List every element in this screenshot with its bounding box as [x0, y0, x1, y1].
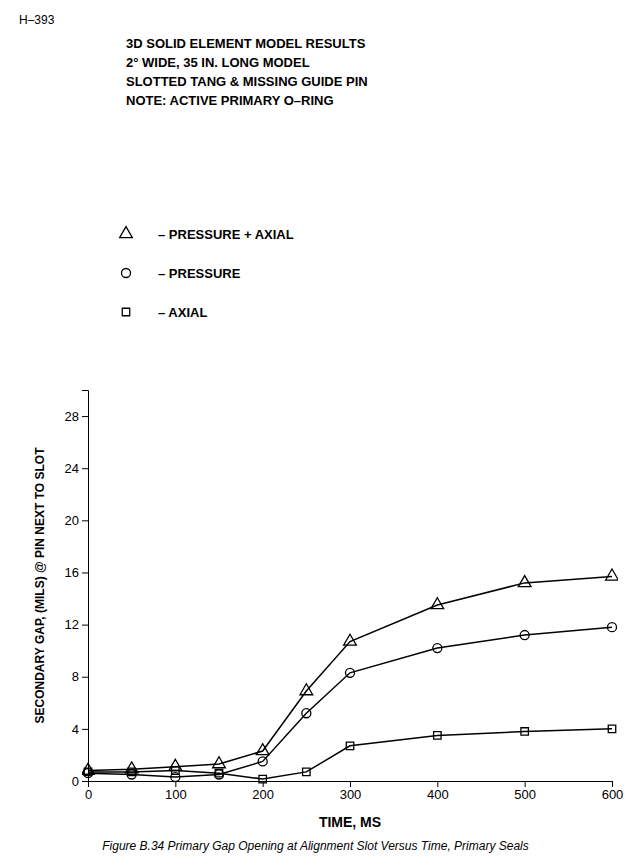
tick: 100 — [165, 781, 187, 802]
point-marker — [344, 634, 357, 645]
y-axis-title: SECONDARY GAP, (MILS) @ PIN NEXT TO SLOT — [33, 447, 47, 724]
tick-label: 16 — [65, 565, 79, 580]
point-marker — [431, 598, 444, 609]
tick-mark — [82, 416, 88, 417]
axis-line — [89, 782, 613, 788]
legend: – PRESSURE + AXIAL – PRESSURE – AXIAL — [120, 227, 294, 320]
point-marker — [521, 728, 528, 735]
point-marker — [258, 757, 267, 766]
axis-line — [82, 391, 89, 782]
tick-label: 8 — [72, 669, 79, 684]
tick: 4 — [72, 722, 88, 737]
tick-mark — [82, 781, 88, 782]
tick-label: 0 — [72, 774, 79, 789]
tick-mark — [437, 781, 438, 787]
tick-label: 20 — [65, 513, 79, 528]
title-line: SLOTTED TANG & MISSING GUIDE PIN — [126, 74, 368, 89]
point-marker — [259, 775, 266, 782]
tick-mark — [82, 625, 88, 626]
series-line — [88, 627, 612, 777]
tick: 300 — [340, 781, 362, 802]
caption: Figure B.34 Primary Gap Opening at Align… — [102, 839, 529, 853]
point-marker — [125, 762, 138, 773]
point-marker — [128, 768, 135, 775]
point-marker — [169, 759, 182, 770]
title: 3D SOLID ELEMENT MODEL RESULTS 2° WIDE, 3… — [126, 36, 368, 108]
point-marker — [518, 576, 531, 587]
lines — [88, 576, 612, 779]
legend-label: – PRESSURE + AXIAL — [158, 227, 294, 242]
y-axis: 0 4 8 12 16 20 24 28 — [65, 391, 89, 789]
tick: 600 — [602, 781, 624, 802]
point-marker — [213, 757, 226, 768]
legend-marker — [120, 227, 133, 238]
point-marker — [520, 631, 529, 640]
legend-marker — [122, 308, 129, 315]
tick-label: 300 — [340, 787, 362, 802]
tick-label: 0 — [85, 787, 92, 802]
tick-label: 100 — [165, 787, 187, 802]
tick-mark — [82, 572, 88, 573]
tick-mark — [263, 781, 264, 787]
legend-label: – AXIAL — [158, 305, 207, 320]
point-marker — [607, 623, 616, 632]
tick-label: 200 — [252, 787, 274, 802]
tick-label: 24 — [65, 461, 79, 476]
point-marker — [256, 744, 269, 755]
tick-label: 12 — [65, 617, 79, 632]
tick-label: 4 — [72, 722, 79, 737]
tick-mark — [82, 520, 88, 521]
markers — [82, 569, 618, 783]
point-marker — [214, 770, 223, 779]
legend-label: – PRESSURE — [158, 266, 241, 281]
tick-mark — [525, 781, 526, 787]
tick: 28 — [65, 409, 88, 424]
tick-mark — [82, 677, 88, 678]
title-line: 2° WIDE, 35 IN. LONG MODEL — [126, 55, 310, 70]
tick-mark — [612, 781, 613, 787]
point-marker — [172, 767, 179, 774]
point-marker — [345, 668, 354, 677]
point-marker — [302, 709, 311, 718]
chart: 0 100 200 300 400 500 600 0 4 8 12 16 20 24 28 TIME, MS… — [0, 0, 631, 868]
tick: 500 — [514, 781, 536, 802]
tick: 0 — [85, 781, 92, 802]
tick-label: 500 — [514, 787, 536, 802]
point-marker — [300, 684, 313, 695]
tick-label: 28 — [65, 409, 79, 424]
series-line — [88, 729, 612, 779]
point-marker — [346, 742, 353, 749]
tick: 16 — [65, 565, 88, 580]
point-marker — [606, 569, 618, 580]
title-line: 3D SOLID ELEMENT MODEL RESULTS — [126, 36, 366, 51]
point-marker — [608, 725, 615, 732]
tick: 400 — [427, 781, 449, 802]
point-marker — [303, 768, 310, 775]
point-marker — [84, 768, 91, 775]
legend-marker — [121, 268, 130, 277]
tick-mark — [82, 729, 88, 730]
tick: 200 — [252, 781, 274, 802]
point-marker — [433, 644, 442, 653]
tick: 20 — [65, 513, 88, 528]
title-line: NOTE: ACTIVE PRIMARY O–RING — [126, 93, 334, 108]
tick-mark — [350, 781, 351, 787]
tick: 8 — [72, 669, 88, 684]
header-label: H–393 — [19, 13, 55, 27]
tick: 24 — [65, 461, 88, 476]
point-marker — [83, 769, 92, 778]
x-axis: 0 100 200 300 400 500 600 — [85, 781, 623, 802]
tick: 12 — [65, 617, 88, 632]
x-axis-title: TIME, MS — [319, 814, 381, 830]
tick-mark — [82, 468, 88, 469]
point-marker — [434, 732, 441, 739]
tick-label: 400 — [427, 787, 449, 802]
point-marker — [215, 769, 222, 776]
tick-label: 600 — [602, 787, 624, 802]
